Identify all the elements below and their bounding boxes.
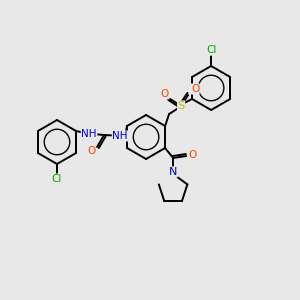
Text: NH: NH [81,129,97,139]
Text: NH: NH [112,131,128,141]
Text: O: O [191,84,199,94]
Text: Cl: Cl [206,45,216,55]
Text: S: S [178,101,185,111]
Text: O: O [160,89,168,99]
Text: O: O [87,146,95,156]
Text: O: O [188,150,196,160]
Text: Cl: Cl [52,174,62,184]
Text: N: N [169,167,177,177]
